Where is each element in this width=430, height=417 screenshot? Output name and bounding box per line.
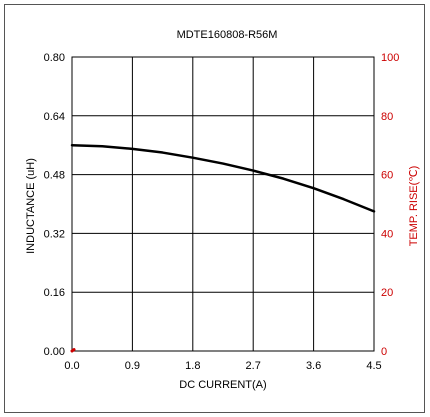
x-tick-label: 3.6 [306,360,321,372]
x-axis: 0.0 0.9 1.8 2.7 3.6 4.5 [64,360,381,372]
x-axis-label: DC CURRENT(A) [179,379,266,391]
x-tick-label: 2.7 [246,360,261,372]
series-group [72,145,374,351]
y-axis-right: 0 20 40 60 80 100 [381,52,399,358]
y2-tick-label: 40 [381,228,393,240]
series-line-inductance [72,145,374,211]
y2-tick-label: 0 [381,346,387,358]
plot-area [72,57,374,351]
grid [72,57,374,351]
series-line-temp-rise [72,350,74,351]
y-axis-left: 0.00 0.16 0.32 0.48 0.64 0.80 [44,52,65,358]
y2-tick-label: 20 [381,287,393,299]
y-tick-label: 0.16 [44,287,65,299]
y-tick-label: 0.32 [44,228,65,240]
y-tick-label: 0.64 [44,111,65,123]
y-axis-label: INDUCTANCE (uH) [25,158,37,254]
x-tick-label: 1.8 [185,360,200,372]
y2-tick-label: 60 [381,170,393,182]
y2-tick-label: 80 [381,111,393,123]
y-tick-label: 0.80 [44,52,65,64]
x-tick-label: 4.5 [366,360,381,372]
y-tick-label: 0.00 [44,346,65,358]
chart-title: MDTE160808-R56M [177,29,278,41]
y2-tick-label: 100 [381,52,399,64]
x-tick-label: 0.9 [125,360,140,372]
y2-axis-label: TEMP. RISE(℃) [408,166,420,247]
y-tick-label: 0.48 [44,170,65,182]
x-tick-label: 0.0 [64,360,79,372]
